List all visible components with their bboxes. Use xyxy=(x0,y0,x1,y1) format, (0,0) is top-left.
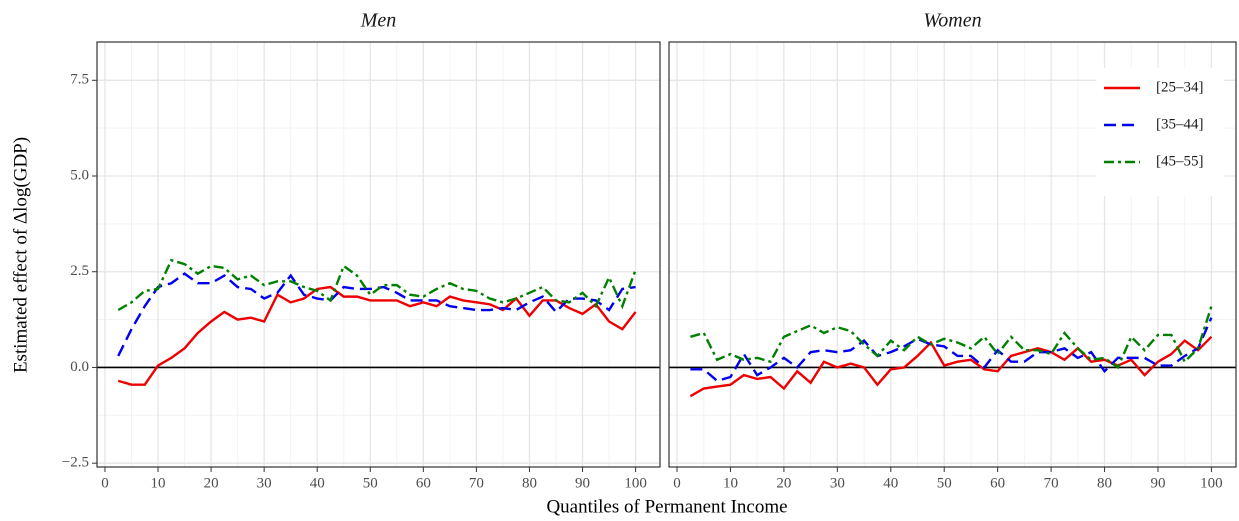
x-tick-label: 90 xyxy=(575,475,590,491)
x-tick-label: 90 xyxy=(1150,475,1165,491)
legend-label: [45–55] xyxy=(1156,153,1204,169)
y-tick-label: 2.5 xyxy=(70,263,89,279)
x-tick-label: 80 xyxy=(522,475,537,491)
legend-label: [35–44] xyxy=(1156,116,1204,132)
x-tick-label: 0 xyxy=(673,475,681,491)
legend-background xyxy=(1096,68,1224,196)
x-tick-label: 40 xyxy=(883,475,898,491)
panel-background xyxy=(97,42,660,467)
x-tick-label: 60 xyxy=(416,475,431,491)
series-line xyxy=(690,305,1213,370)
y-tick-label: 7.5 xyxy=(70,72,89,88)
y-tick-label: −2.5 xyxy=(62,455,89,471)
panel-border xyxy=(668,41,1237,468)
x-axis-title: Quantiles of Permanent Income xyxy=(546,496,787,517)
panel-title: Men xyxy=(360,10,397,32)
y-tick-label: 0.0 xyxy=(70,359,89,375)
x-tick-label: 40 xyxy=(310,475,325,491)
x-tick-label: 50 xyxy=(937,475,952,491)
series-line xyxy=(117,272,636,357)
panel-title: Women xyxy=(923,10,981,32)
y-tick-label: 5.0 xyxy=(70,167,89,183)
x-tick-label: 100 xyxy=(624,475,647,491)
x-tick-label: 10 xyxy=(151,475,166,491)
x-tick-label: 60 xyxy=(990,475,1005,491)
x-tick-label: 10 xyxy=(723,475,738,491)
x-tick-label: 50 xyxy=(363,475,378,491)
x-tick-label: 20 xyxy=(204,475,219,491)
x-tick-label: 70 xyxy=(1044,475,1059,491)
series-line xyxy=(117,285,637,386)
x-tick-label: 30 xyxy=(257,475,272,491)
x-tick-label: 20 xyxy=(776,475,791,491)
x-tick-label: 30 xyxy=(830,475,845,491)
panel-border xyxy=(96,41,661,468)
series-line xyxy=(117,258,637,312)
x-tick-label: 70 xyxy=(469,475,484,491)
y-axis-title: Estimated effect of Δlog(GDP) xyxy=(10,137,31,373)
x-tick-label: 100 xyxy=(1200,475,1223,491)
x-tick-label: 80 xyxy=(1097,475,1112,491)
legend-label: [25–34] xyxy=(1156,79,1204,95)
x-tick-label: 0 xyxy=(101,475,109,491)
series-line xyxy=(689,335,1213,398)
